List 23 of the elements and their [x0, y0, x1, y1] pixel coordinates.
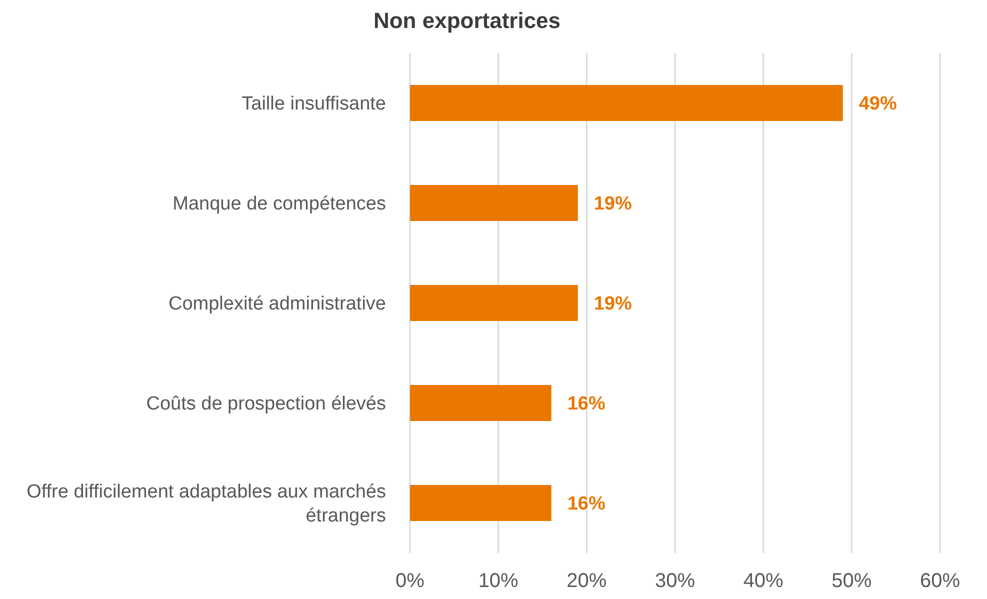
bar: [410, 185, 578, 221]
bar: [410, 485, 552, 521]
x-tick-label: 60%: [920, 570, 960, 592]
bar: [410, 285, 578, 321]
data-label: 49%: [858, 94, 897, 115]
y-tick-label: Offre difficilement adaptables aux marchés étrangers: [26, 482, 386, 527]
data-label: 19%: [594, 194, 632, 215]
x-tick-label: 50%: [832, 570, 872, 592]
chart-title: Non exportatrices: [373, 8, 561, 33]
y-tick-label: Manque de compétences: [172, 194, 386, 215]
data-label: 16%: [567, 394, 606, 415]
x-tick-label: 0%: [396, 570, 425, 592]
x-tick-label: 20%: [566, 570, 607, 592]
bar: [410, 385, 552, 421]
x-tick-label: 30%: [654, 570, 696, 592]
x-tick-label: 10%: [478, 570, 519, 592]
data-label: 19%: [594, 294, 632, 315]
y-tick-label: Taille insuffisante: [242, 94, 386, 115]
data-label: 16%: [567, 494, 606, 515]
bar: [410, 85, 843, 121]
y-tick-label: Coûts de prospection élevés: [146, 394, 386, 415]
y-tick-label: Complexité administrative: [168, 294, 386, 315]
x-tick-label: 40%: [743, 570, 784, 592]
